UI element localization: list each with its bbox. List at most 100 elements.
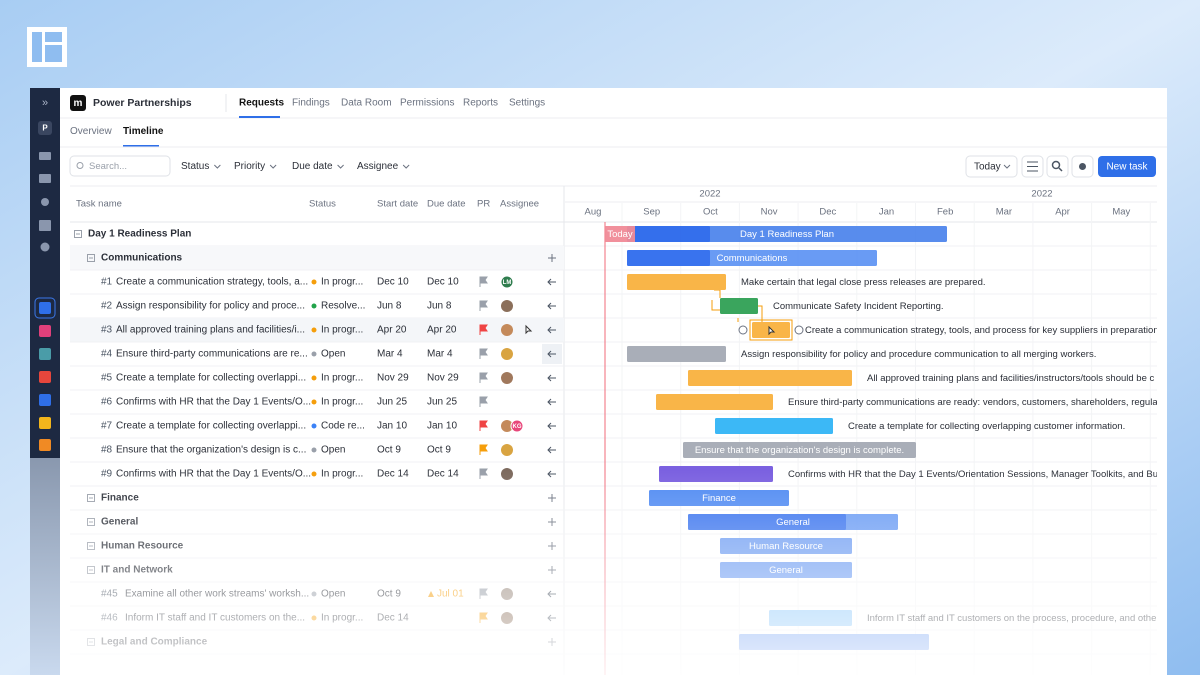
gantt-bar[interactable] <box>627 346 726 362</box>
priority-flag[interactable] <box>479 420 488 431</box>
column-header: Due date <box>427 199 466 210</box>
nav-tab[interactable]: Reports <box>463 98 498 109</box>
view-tab[interactable]: Overview <box>70 126 112 137</box>
task-status: In progr... <box>321 277 363 288</box>
gantt-bar[interactable] <box>683 442 916 458</box>
assignee-photo <box>501 444 513 456</box>
today-button[interactable] <box>965 155 1018 178</box>
task-status: Open <box>321 445 345 456</box>
collapse-icon[interactable] <box>87 254 95 262</box>
workspace-letter[interactable]: P <box>42 124 48 133</box>
move-icon[interactable] <box>547 278 556 286</box>
priority-flag[interactable] <box>479 300 488 311</box>
status-dot <box>311 375 317 381</box>
task-due: Jun 8 <box>427 301 452 312</box>
task-start: Jun 8 <box>377 301 402 312</box>
month-label: Jan <box>879 207 894 218</box>
assignee-initials: KG <box>513 424 522 430</box>
svg-text:»: » <box>42 97 48 109</box>
task-due: Apr 20 <box>427 325 457 336</box>
gantt-bar[interactable] <box>688 370 852 386</box>
task-id: #7 <box>101 421 113 432</box>
search-box[interactable] <box>69 155 171 177</box>
move-icon[interactable] <box>547 302 556 310</box>
view-tab[interactable]: Timeline <box>123 126 164 137</box>
priority-flag[interactable] <box>479 276 488 287</box>
move-icon[interactable] <box>547 374 556 382</box>
nav-tab[interactable]: Findings <box>292 98 330 109</box>
task-id: #2 <box>101 301 113 312</box>
filter[interactable]: Priority <box>234 161 265 172</box>
task-name: Create a template for collecting overlap… <box>116 373 306 384</box>
add-icon[interactable] <box>548 254 556 262</box>
selected-outline <box>749 319 793 341</box>
nav-tab[interactable]: Requests <box>239 98 284 109</box>
gantt-progress <box>627 250 710 266</box>
priority-flag[interactable] <box>479 444 488 455</box>
column-header: Start date <box>377 199 418 210</box>
filter-caret <box>402 164 410 169</box>
gantt-bar[interactable] <box>720 298 758 314</box>
task-name: Create a communication strategy, tools, … <box>116 277 308 288</box>
month-label: Nov <box>761 207 778 218</box>
filter[interactable]: Assignee <box>357 161 399 172</box>
move-icon[interactable] <box>547 350 556 358</box>
priority-flag[interactable] <box>479 396 488 407</box>
nav-tab[interactable]: Permissions <box>400 98 454 109</box>
today-label: Today <box>974 162 1001 173</box>
plan-name: Day 1 Readiness Plan <box>88 229 191 240</box>
cursor <box>768 325 776 336</box>
assignee-initials: LM <box>503 280 512 286</box>
task-due: Nov 29 <box>427 373 459 384</box>
filter[interactable]: Due date <box>292 161 333 172</box>
collapse-icon[interactable] <box>74 230 82 238</box>
filter-caret <box>214 164 221 169</box>
move-icon[interactable] <box>547 446 556 454</box>
link-handle[interactable] <box>738 325 748 335</box>
task-start: Oct 9 <box>377 445 401 456</box>
gantt-progress <box>627 226 710 242</box>
status-dot <box>311 279 317 285</box>
move-icon[interactable] <box>547 398 556 406</box>
new-task-button[interactable] <box>1098 156 1156 177</box>
task-status: In progr... <box>321 397 363 408</box>
assignee-photo <box>501 372 513 384</box>
task-start: Jun 25 <box>377 397 407 408</box>
task-id: #4 <box>101 349 113 360</box>
bar-label: Communications <box>717 253 788 264</box>
gantt-bar[interactable] <box>656 394 773 410</box>
priority-flag[interactable] <box>479 372 488 383</box>
task-start: Apr 20 <box>377 325 407 336</box>
column-header: PR <box>477 199 490 210</box>
project-name: Power Partnerships <box>93 97 192 109</box>
task-due: Jan 10 <box>427 421 457 432</box>
task-name: Create a template for collecting overlap… <box>116 421 306 432</box>
task-id: #5 <box>101 373 113 384</box>
priority-flag[interactable] <box>479 348 488 359</box>
task-due: Mar 4 <box>427 349 453 360</box>
filter[interactable]: Status <box>181 161 209 172</box>
gantt-bar[interactable] <box>715 418 833 434</box>
bar-label: Make certain that legal close press rele… <box>741 277 986 288</box>
filter-caret <box>337 164 344 169</box>
sidebar: » P <box>30 88 60 675</box>
new-task-label: New task <box>1106 162 1148 173</box>
task-name: Ensure that the organization's design is… <box>116 445 306 456</box>
bar-label: All approved training plans and faciliti… <box>867 373 1155 384</box>
assignee-avatar <box>510 419 524 433</box>
priority-flag[interactable] <box>479 324 488 335</box>
link-handle[interactable] <box>794 325 804 335</box>
nav-tab[interactable]: Data Room <box>341 98 392 109</box>
dependency-connector <box>737 305 763 322</box>
task-status: Resolve... <box>321 301 365 312</box>
task-due: Dec 10 <box>427 277 459 288</box>
task-due: Jun 25 <box>427 397 457 408</box>
nav-tab[interactable]: Settings <box>509 98 545 109</box>
gantt-bar[interactable] <box>627 274 726 290</box>
move-icon[interactable] <box>547 326 556 334</box>
zoom-button[interactable] <box>1046 155 1069 178</box>
task-start: Dec 10 <box>377 277 409 288</box>
move-icon[interactable] <box>547 422 556 430</box>
bar-label: Assign responsibility for policy and pro… <box>741 349 1096 360</box>
